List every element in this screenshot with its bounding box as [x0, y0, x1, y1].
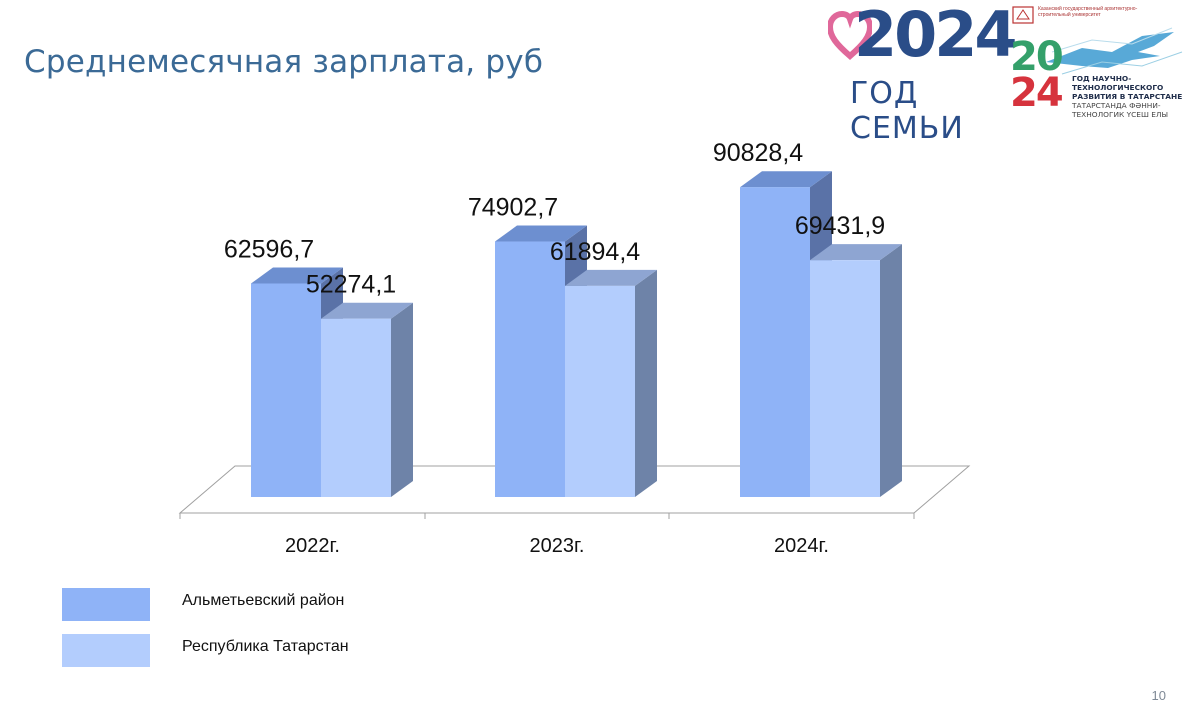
heart-icon	[828, 10, 872, 60]
year-of-family-logo: 2024 ГОД СЕМЬИ	[826, 0, 1018, 146]
bar	[495, 241, 565, 497]
bar	[321, 318, 391, 497]
science-logo-year-bottom: 24	[1010, 70, 1064, 116]
bar-side	[880, 244, 902, 497]
bar-side	[635, 269, 657, 497]
year-of-science-logo: Казанский государственный архитектурно-с…	[1008, 4, 1196, 119]
slide-title: Среднемесячная зарплата, руб	[24, 44, 544, 80]
bar	[810, 260, 880, 497]
x-tick-label: 2024г.	[774, 535, 829, 557]
bar	[565, 285, 635, 497]
science-logo-caption-ru: ГОД НАУЧНО-ТЕХНОЛОГИЧЕСКОГО РАЗВИТИЯ В Т…	[1072, 74, 1183, 101]
data-label: 62596,7	[224, 236, 314, 264]
bar-top	[495, 225, 587, 242]
bar	[251, 283, 321, 497]
family-logo-text: ГОД СЕМЬИ	[850, 76, 964, 146]
x-tick-label: 2022г.	[285, 535, 340, 557]
bar-top	[251, 267, 343, 284]
family-logo-year: 2024	[854, 0, 1018, 71]
x-tick-label: 2023г.	[530, 535, 585, 557]
bar-side	[391, 302, 413, 497]
science-logo-caption: ГОД НАУЧНО-ТЕХНОЛОГИЧЕСКОГО РАЗВИТИЯ В Т…	[1072, 74, 1196, 119]
bar	[740, 187, 810, 498]
science-logo-caption-tt: ТАТАРСТАНДА ФӘННИ-ТЕХНОЛОГИК ҮСЕШ ЕЛЫ	[1072, 101, 1168, 119]
university-name: Казанский государственный архитектурно-с…	[1038, 6, 1138, 18]
university-emblem-icon	[1012, 6, 1034, 24]
bar-top	[810, 244, 902, 261]
data-label: 74902,7	[468, 194, 558, 222]
page-number: 10	[1151, 688, 1166, 703]
data-label: 90828,4	[713, 139, 803, 167]
legend-swatch-tatarstan	[62, 634, 150, 667]
data-label: 69431,9	[795, 212, 885, 240]
legend-swatch-almetyevsk	[62, 588, 150, 621]
data-label: 52274,1	[306, 271, 396, 299]
bar-top	[321, 302, 413, 319]
legend-label-almetyevsk: Альметьевский район	[182, 592, 345, 609]
science-logo-year-top: 20	[1010, 34, 1064, 80]
bird-icon	[1046, 27, 1183, 75]
data-label: 61894,4	[550, 238, 640, 266]
bar-top	[565, 269, 657, 286]
bar-top	[740, 171, 832, 188]
legend-label-tatarstan: Республика Татарстан	[182, 638, 349, 655]
